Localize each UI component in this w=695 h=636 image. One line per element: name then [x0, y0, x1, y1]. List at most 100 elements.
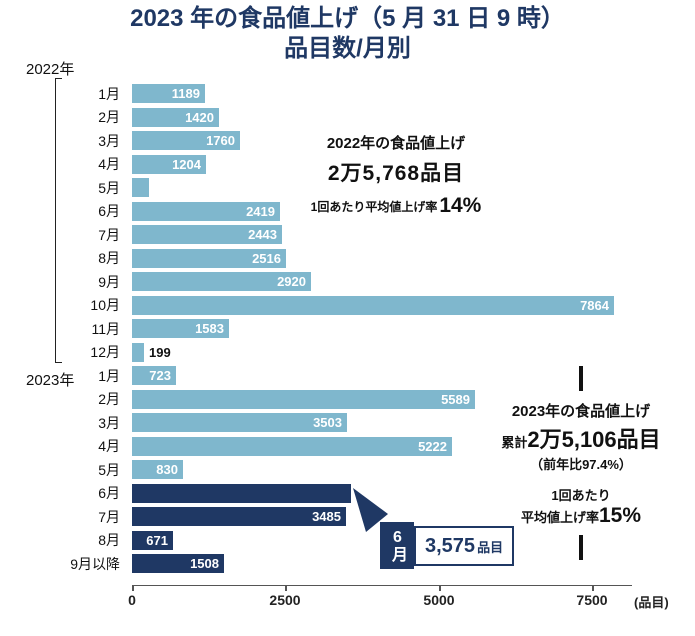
bar-track: 7864	[132, 295, 614, 315]
month-label: 10月	[90, 297, 120, 314]
annotation-2022-rate-label: 1回あたり平均値上げ率	[310, 199, 438, 214]
month-label: 9月	[98, 273, 120, 290]
bar-track: 2920	[132, 272, 311, 292]
bar-row: 2月 1420	[0, 106, 614, 130]
bar-2022年-1月: 1189	[132, 84, 205, 104]
annotation-2022-total: 2万5,768品目	[327, 162, 465, 185]
bar-row: 9月 2920	[0, 270, 614, 294]
bar-row: 10月 7864	[0, 294, 614, 318]
bar-rows: 1月 1189 2月 1420 3月 1760 4月 1204 5月 6月 2419 7月 2443 8月…	[0, 82, 614, 576]
month-label: 3月	[98, 132, 120, 149]
title-line2: 品目数/月別	[284, 35, 411, 62]
bar-track: 2419	[132, 201, 280, 221]
annotation-2023-rate-line1: 1回あたり	[551, 488, 611, 503]
month-label: 2月	[98, 391, 120, 408]
annotation-2023-total-prefix: 累計	[501, 435, 528, 450]
annotation-2022: 2022年の食品値上げ 2万5,768品目 1回あたり平均値上げ率 14%	[296, 132, 496, 218]
x-axis-tick-label: 2500	[269, 592, 301, 608]
bar-row: 5月 830	[0, 458, 614, 482]
bar-track: 1204	[132, 154, 206, 174]
month-label: 6月	[98, 485, 120, 502]
bar-value-label: 199	[149, 344, 171, 360]
annotation-2022-title: 2022年の食品値上げ	[326, 135, 466, 152]
emphasis-tick-bottom	[579, 535, 583, 560]
year-label-2022: 2022年	[26, 61, 75, 78]
bar-chart: 2022年 2023年 1月 1189 2月 1420 3月 1760 4月 1204 5月 6月…	[0, 58, 695, 636]
bar-row: 1月 1189	[0, 82, 614, 106]
bar-2022年-12月	[132, 342, 144, 362]
bar-row: 2月 5589	[0, 388, 614, 412]
callout-month-badge: 6月	[380, 522, 414, 569]
bar-2023年-7月: 3485	[132, 507, 346, 527]
bar-2022年-6月: 2419	[132, 201, 280, 221]
x-axis-unit-label: (品目)	[634, 595, 669, 610]
bar-row: 3月 3503	[0, 411, 614, 435]
month-label: 1月	[98, 85, 120, 102]
bar-row: 4月 5222	[0, 435, 614, 459]
year-label-2023: 2023年	[26, 372, 75, 389]
bar-row: 9月以降 1508	[0, 552, 614, 576]
month-label: 4月	[98, 156, 120, 173]
bar-2023年-1月: 723	[132, 366, 176, 386]
callout-value: 3,575	[425, 534, 476, 557]
month-label: 3月	[98, 414, 120, 431]
bar-track: 2516	[132, 248, 286, 268]
x-axis-tick	[132, 586, 134, 591]
month-label: 5月	[98, 179, 120, 196]
bar-2022年-3月: 1760	[132, 131, 240, 151]
month-label: 8月	[98, 250, 120, 267]
bar-track: 1189	[132, 84, 205, 104]
bar-track	[132, 483, 351, 503]
bar-track: 3503	[132, 413, 347, 433]
month-label: 8月	[98, 532, 120, 549]
month-label: 5月	[98, 461, 120, 478]
bar-2023年-6月	[132, 483, 351, 503]
month-label: 11月	[91, 320, 120, 337]
bar-2023年-2月: 5589	[132, 389, 475, 409]
title-line1: 2023 年の食品値上げ（5 月 31 日 9 時）	[130, 5, 565, 32]
year-2022-bracket	[55, 78, 62, 363]
bar-track: 1420	[132, 107, 219, 127]
x-axis: (品目) 0 2500 5000 7500	[128, 585, 669, 610]
month-label: 4月	[98, 438, 120, 455]
bar-2023年-3月: 3503	[132, 413, 347, 433]
bar-track: 5222	[132, 436, 452, 456]
bar-2023年-8月: 671	[132, 530, 173, 550]
bar-track: 5589	[132, 389, 475, 409]
page-title: 2023 年の食品値上げ（5 月 31 日 9 時） 品目数/月別	[0, 4, 695, 64]
bar-track	[132, 178, 149, 198]
x-axis-tick-label: 7500	[576, 592, 608, 608]
annotation-2023: 2023年の食品値上げ 累計 2万5,106品目 （前年比97.4%） 1回あた…	[468, 366, 694, 560]
bar-track: 2443	[132, 225, 282, 245]
bar-2022年-5月	[132, 178, 149, 198]
bar-row: 3月 1760	[0, 129, 614, 153]
bar-2022年-4月: 1204	[132, 154, 206, 174]
month-label: 7月	[98, 508, 120, 525]
annotation-2023-rate-line2: 平均値上げ率 15%	[468, 504, 694, 528]
month-label: 6月	[98, 203, 120, 220]
bar-row: 6月 2419	[0, 200, 614, 224]
bar-2023年-5月: 830	[132, 460, 183, 480]
month-label: 12月	[90, 344, 120, 361]
bar-track: 1508	[132, 554, 224, 574]
bar-track: 1583	[132, 319, 229, 339]
annotation-2022-rate-value: 14%	[439, 194, 482, 217]
bar-2022年-9月: 2920	[132, 272, 311, 292]
callout-value-box: 3,575 品目	[414, 526, 515, 566]
month-label: 1月	[98, 367, 120, 384]
bar-row: 8月 2516	[0, 247, 614, 271]
bar-2022年-11月: 1583	[132, 319, 229, 339]
annotation-2022-rate: 1回あたり平均値上げ率 14%	[296, 194, 496, 218]
annotation-2023-total-value: 2万5,106品目	[527, 427, 661, 452]
bar-track: 3485	[132, 507, 346, 527]
annotation-2023-rate-value: 15%	[598, 504, 642, 527]
callout-arrow-icon	[353, 488, 388, 532]
annotation-2023-yoy: （前年比97.4%）	[530, 457, 632, 472]
annotation-2023-total: 累計 2万5,106品目	[468, 422, 694, 454]
bar-track: 723	[132, 366, 176, 386]
x-axis-tick	[592, 586, 594, 591]
bar-2022年-7月: 2443	[132, 225, 282, 245]
x-axis-tick	[439, 586, 441, 591]
x-axis-tick-label: 5000	[423, 592, 455, 608]
